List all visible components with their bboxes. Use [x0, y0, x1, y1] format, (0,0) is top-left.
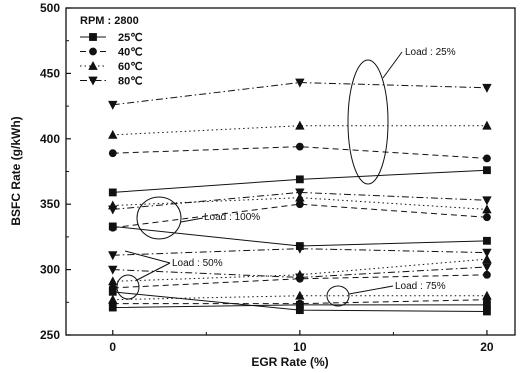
series-60℃-load-25%	[108, 120, 492, 139]
data-point	[483, 270, 491, 279]
y-tick-label: 400	[40, 132, 60, 146]
data-point	[482, 120, 492, 130]
data-point	[108, 223, 117, 232]
data-point	[295, 78, 305, 88]
series-80℃-load-25%	[108, 78, 492, 110]
annotation-label-load-75: Load : 75%	[395, 281, 446, 292]
series-layer	[108, 78, 492, 316]
data-point	[483, 213, 491, 222]
legend-marker	[89, 33, 97, 41]
annotation-ellipse-load-25	[347, 59, 389, 185]
data-point	[295, 188, 305, 198]
series-line	[112, 146, 487, 159]
data-point	[483, 154, 491, 163]
series-line	[112, 274, 487, 289]
data-point	[482, 204, 492, 214]
legend-title: RPM : 2800	[80, 15, 139, 27]
data-point	[482, 196, 492, 206]
legend-marker	[88, 76, 98, 86]
data-point	[483, 236, 491, 245]
data-point	[483, 307, 491, 316]
data-point	[295, 142, 304, 151]
data-point	[295, 120, 305, 130]
x-tick-label: 10	[293, 340, 307, 354]
data-point	[108, 284, 117, 292]
data-point	[295, 290, 305, 300]
data-point	[108, 100, 118, 110]
legend-label: 60℃	[118, 61, 143, 73]
data-point	[482, 248, 492, 258]
series-60℃-load-75%	[108, 290, 492, 304]
series-80℃-load-75%	[108, 263, 492, 283]
series-40℃-load-25%	[108, 142, 491, 163]
data-point	[295, 200, 304, 209]
legend-marker	[88, 60, 98, 70]
annotation-ellipse-load-50	[116, 274, 140, 300]
series-line	[112, 299, 487, 305]
series-line	[112, 248, 487, 256]
data-point	[108, 294, 118, 304]
data-point	[108, 188, 117, 197]
y-tick-label: 300	[40, 263, 60, 277]
data-point	[482, 263, 492, 273]
y-tick-label: 500	[40, 1, 60, 15]
data-point	[108, 149, 117, 158]
axis-ticks: 250 300 350 400 450 500 0 10 20	[40, 1, 494, 354]
annotation-label-load-100: Load : 100%	[204, 212, 260, 223]
legend-marker	[89, 47, 97, 56]
series-40℃-load-50%	[108, 200, 491, 232]
legend-label: 40℃	[118, 47, 143, 59]
annotation-leader-load-50-a	[136, 262, 171, 281]
annotation-leader-load-25	[382, 51, 403, 79]
data-point	[295, 273, 305, 283]
legend-label: 80℃	[118, 76, 143, 88]
x-axis-title: EGR Rate (%)	[251, 355, 328, 369]
legend-label: 25℃	[118, 32, 143, 44]
annotation-leader-load-100	[180, 217, 204, 223]
data-point	[108, 129, 118, 139]
x-tick-label: 0	[109, 340, 116, 354]
series-80℃-load-100%	[108, 244, 492, 261]
annotation-ellipse-load-100	[136, 196, 182, 240]
annotation-label-load-50: Load : 50%	[172, 258, 223, 269]
y-axis-title: BSFC Rate (g/kWh)	[9, 116, 23, 225]
data-point	[108, 205, 118, 215]
annotation-leader-load-50-b	[124, 250, 171, 264]
data-point	[295, 244, 305, 254]
annotation-layer: Load : 25% Load : 100% Load : 50% Load :…	[116, 47, 456, 307]
data-point	[108, 265, 118, 275]
data-point	[108, 276, 118, 286]
series-line	[112, 266, 487, 278]
y-tick-label: 450	[40, 66, 60, 80]
data-point	[482, 290, 492, 300]
series-line	[112, 203, 487, 229]
annotation-ellipse-load-75	[326, 285, 350, 307]
data-point	[483, 166, 491, 175]
series-line	[112, 82, 487, 106]
y-tick-label: 250	[40, 328, 60, 342]
series-line	[112, 295, 487, 301]
data-point	[295, 175, 304, 184]
data-point	[108, 251, 118, 261]
data-point	[295, 299, 304, 308]
data-point	[482, 83, 492, 93]
data-point	[482, 254, 492, 264]
x-tick-label: 20	[480, 340, 494, 354]
legend: RPM : 2800 25℃ 40℃ 60℃ 80℃	[80, 15, 143, 88]
annotation-leader-load-75	[348, 285, 394, 295]
y-tick-label: 350	[40, 197, 60, 211]
annotation-label-load-25: Load : 25%	[405, 47, 456, 58]
series-25℃-load-25%	[108, 166, 491, 197]
